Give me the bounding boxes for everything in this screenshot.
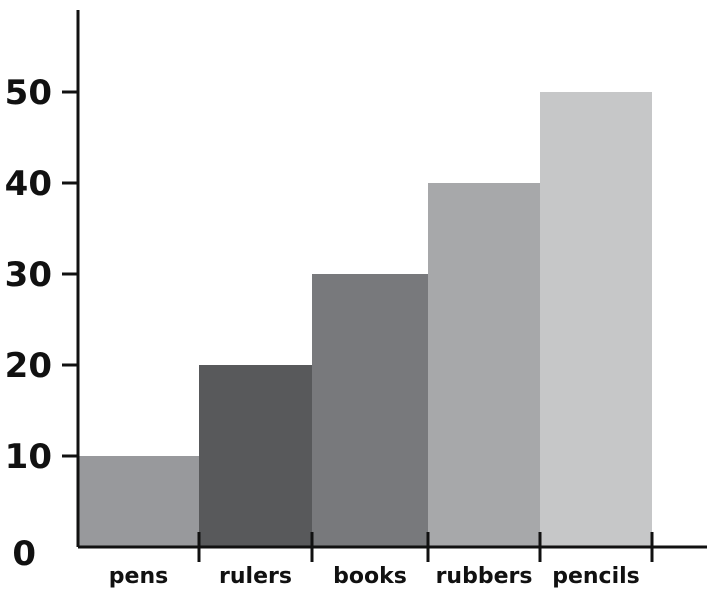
bar-books xyxy=(312,274,428,547)
y-tick-label: 30 xyxy=(5,255,52,295)
x-label-pencils: pencils xyxy=(552,564,640,589)
y-tick-label: 40 xyxy=(5,164,52,204)
bars-group xyxy=(78,92,652,547)
bar-pencils xyxy=(540,92,652,547)
x-label-rubbers: rubbers xyxy=(436,564,533,589)
y-tick-label: 10 xyxy=(5,437,52,477)
y-tick-label: 50 xyxy=(5,73,52,113)
x-label-pens: pens xyxy=(109,564,168,589)
bar-rubbers xyxy=(428,183,540,547)
x-label-rulers: rulers xyxy=(219,564,292,589)
y-tick-label: 0 xyxy=(12,534,36,574)
y-tick-label: 20 xyxy=(5,346,52,386)
y-tick-labels: 0 10 20 30 40 50 xyxy=(5,73,78,574)
x-tick-marks xyxy=(197,532,654,562)
x-label-books: books xyxy=(333,564,407,589)
bar-pens xyxy=(78,456,199,547)
bar-rulers xyxy=(199,365,312,547)
x-category-labels: pens rulers books rubbers pencils xyxy=(109,564,640,589)
